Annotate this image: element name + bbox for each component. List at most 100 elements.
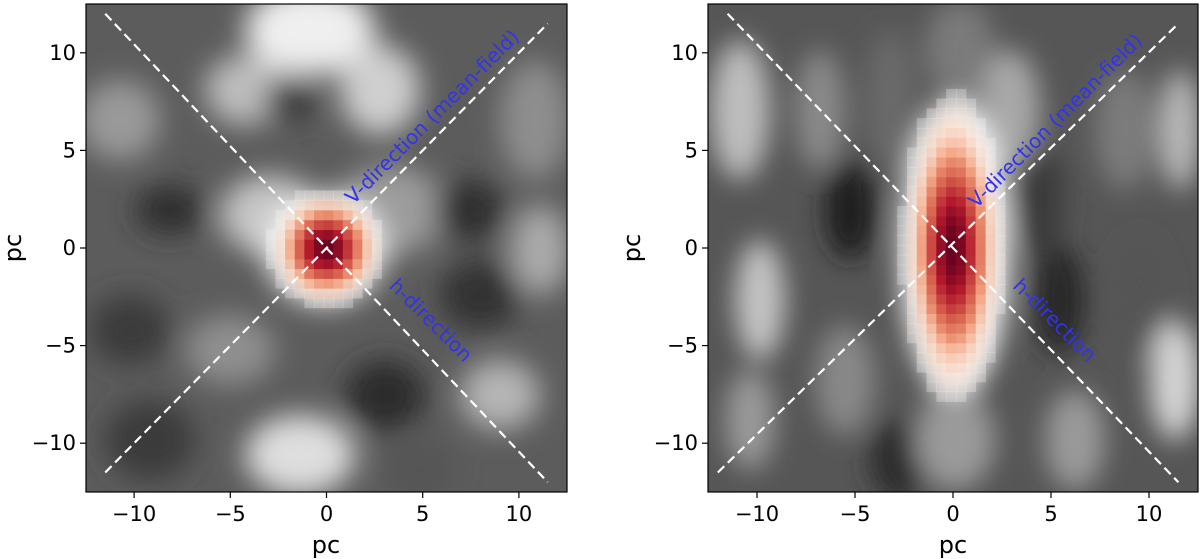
peak-cell <box>323 258 334 270</box>
peak-cell <box>333 288 344 299</box>
peak-cell <box>333 219 344 231</box>
peak-cell <box>985 332 996 344</box>
peak-cell <box>906 264 918 275</box>
peak-cell <box>906 293 918 305</box>
peak-cell <box>946 323 957 334</box>
peak-cell <box>897 225 908 236</box>
peak-cell <box>995 284 1006 295</box>
peak-cell <box>265 248 277 260</box>
peak-cell <box>985 264 996 275</box>
y-tick-label: −5 <box>667 334 698 358</box>
peak-cell <box>946 284 957 295</box>
peak-cell <box>965 215 977 227</box>
peak-cell <box>965 225 977 236</box>
peak-cell <box>985 284 996 295</box>
peak-cell <box>342 209 354 221</box>
peak-cell <box>916 206 928 217</box>
peak-cell <box>965 264 977 275</box>
peak-cell <box>362 268 373 279</box>
peak-cell <box>946 293 957 305</box>
peak-cell <box>985 254 996 266</box>
right-heatmap-panel: V-direction (mean-field)h-direction −10−… <box>618 3 1199 559</box>
peak-cell <box>906 235 918 246</box>
left-heatmap-texture <box>86 4 567 492</box>
peak-cell <box>965 166 977 178</box>
x-tick-label: −10 <box>735 502 779 526</box>
peak-cell <box>965 371 977 383</box>
peak-cell <box>371 258 382 270</box>
peak-cell <box>926 293 937 305</box>
peak-cell <box>926 215 937 227</box>
peak-cell <box>965 108 977 119</box>
peak-cell <box>946 147 957 158</box>
peak-cell <box>916 332 928 344</box>
x-tick-label: 10 <box>506 502 533 526</box>
x-tick-label: 0 <box>320 502 333 526</box>
peak-cell <box>342 248 354 260</box>
peak-cell <box>975 206 986 217</box>
peak-cell <box>285 219 296 231</box>
peak-cell <box>916 342 928 354</box>
peak-cell <box>906 245 918 256</box>
peak-cell <box>955 215 967 227</box>
peak-cell <box>975 284 986 295</box>
peak-cell <box>926 127 937 139</box>
peak-cell <box>985 215 996 227</box>
peak-cell <box>955 127 967 139</box>
peak-cell <box>946 186 957 197</box>
peak-cell <box>955 362 967 373</box>
peak-cell <box>965 254 977 266</box>
peak-cell <box>323 209 334 221</box>
peak-cell <box>965 293 977 305</box>
peak-cell <box>294 219 305 231</box>
peak-cell <box>294 209 305 221</box>
peak-cell <box>304 288 315 299</box>
peak-cell <box>285 288 296 299</box>
right-direction-lines <box>717 12 1180 484</box>
peak-cell <box>946 215 957 227</box>
peak-cell <box>985 206 996 217</box>
peak-cell <box>975 118 986 129</box>
y-tick-label: 5 <box>63 138 76 162</box>
peak-cell <box>965 235 977 246</box>
peak-cell <box>323 297 334 309</box>
peak-cell <box>936 215 947 227</box>
peak-cell <box>936 391 947 402</box>
peak-cell <box>926 313 937 324</box>
peak-cell <box>362 258 373 270</box>
peak-cell <box>926 147 937 158</box>
x-tick-label: −5 <box>840 502 871 526</box>
peak-cell <box>975 274 986 285</box>
peak-cell <box>926 323 937 334</box>
peak-cell <box>975 254 986 266</box>
peak-cell <box>995 206 1006 217</box>
h-direction-line <box>726 12 1180 484</box>
peak-cell <box>304 258 315 270</box>
peak-cell <box>965 186 977 197</box>
peak-cell <box>916 196 928 207</box>
peak-cell <box>285 268 296 279</box>
peak-cell <box>975 264 986 275</box>
peak-cell <box>275 248 286 260</box>
peak-cell <box>916 264 928 275</box>
peak-cell <box>936 245 947 256</box>
peak-cell <box>362 209 373 221</box>
peak-cell <box>955 323 967 334</box>
peak-cell <box>294 288 305 299</box>
peak-cell <box>965 176 977 188</box>
peak-cell <box>906 284 918 295</box>
peak-cell <box>333 190 344 201</box>
peak-cell <box>333 258 344 270</box>
peak-cell <box>323 200 334 211</box>
peak-cell <box>936 127 947 139</box>
peak-cell <box>265 239 277 250</box>
peak-cell <box>955 245 967 256</box>
peak-cell <box>906 186 918 197</box>
y-tick-label: 10 <box>671 41 698 65</box>
peak-cell <box>362 239 373 250</box>
peak-cell <box>916 235 928 246</box>
peak-cell <box>352 200 363 211</box>
left-x-axis: −10 −5 0 5 10 <box>112 492 532 526</box>
peak-cell <box>985 166 996 178</box>
peak-cell <box>946 303 957 314</box>
